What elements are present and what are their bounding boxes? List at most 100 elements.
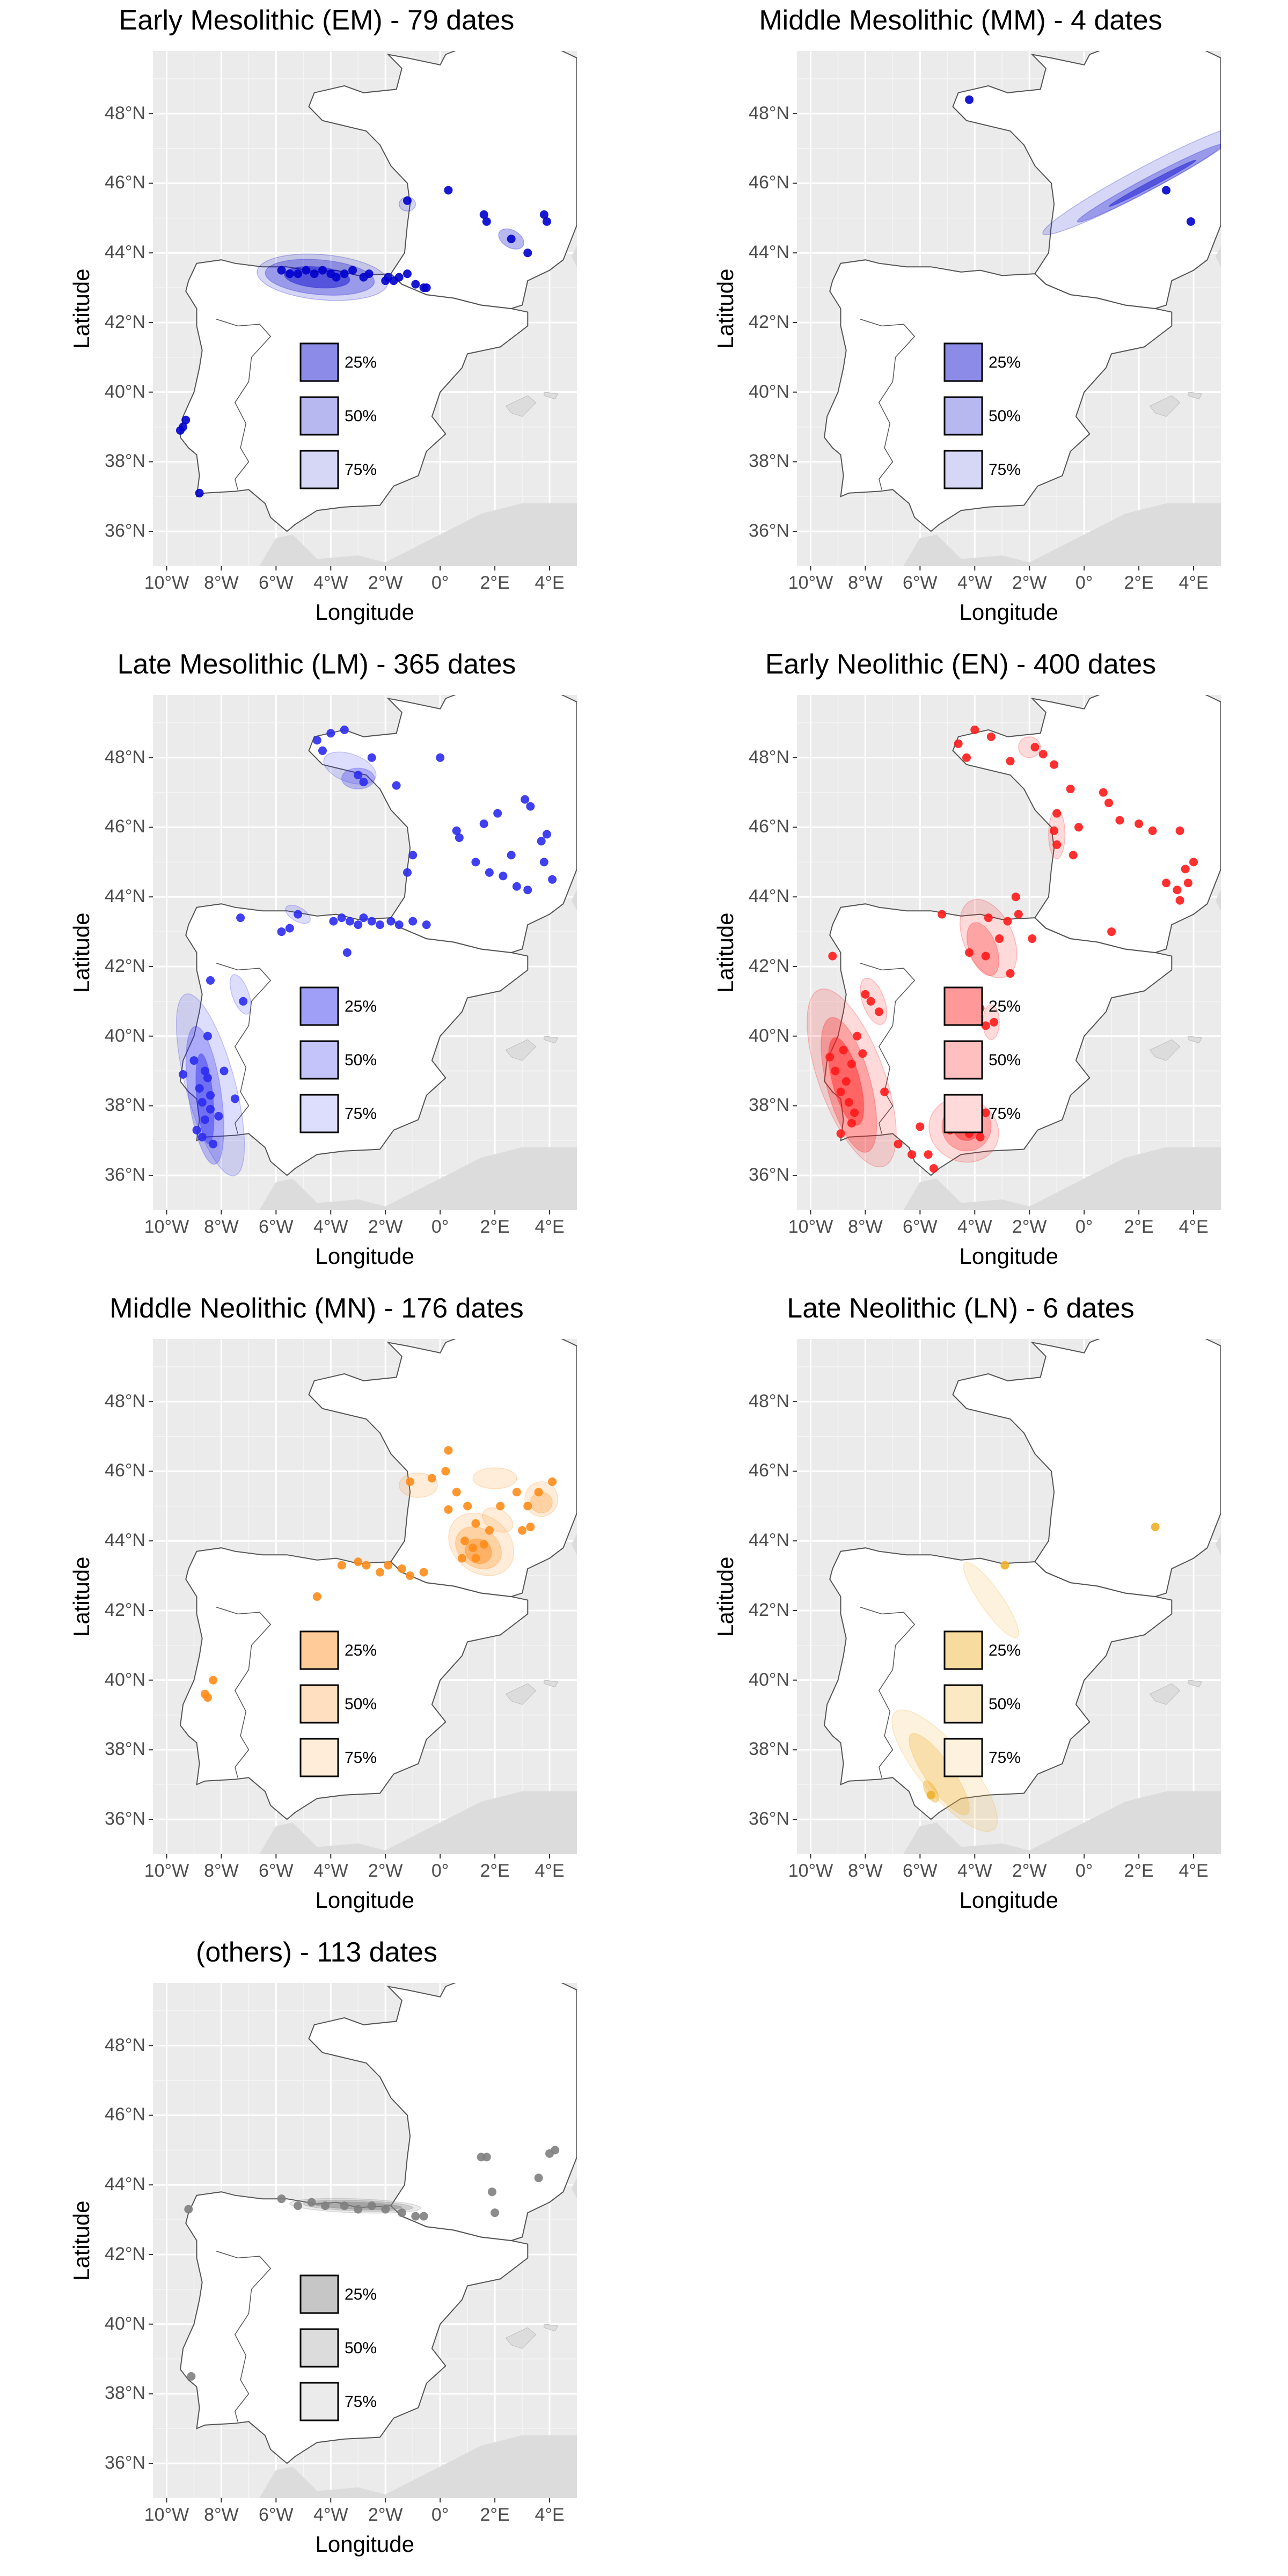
density-region-75pct [524, 1481, 559, 1517]
lon-tick-label: 0° [431, 2505, 449, 2525]
map-plot: 25% 50% 75% [793, 51, 1221, 570]
site-point [394, 920, 404, 930]
site-point [526, 802, 535, 811]
lat-tick-label: 36°N [105, 1809, 145, 1829]
site-point [1006, 969, 1015, 978]
lat-tick-label: 46°N [749, 1460, 789, 1481]
lat-tick-label: 44°N [749, 242, 789, 263]
lon-tick-label: 2°E [480, 1861, 510, 1881]
lat-tick-label: 40°N [105, 2313, 145, 2334]
site-point [206, 1104, 215, 1114]
legend-label: 75% [345, 1749, 377, 1767]
lat-tick-label: 44°N [105, 242, 145, 263]
site-point [831, 1066, 840, 1075]
map-panel: (others) - 113 dates 25% 50% 75% 36°N 38°N 40°… [0, 1932, 633, 2576]
legend-swatch [299, 2328, 339, 2368]
lat-tick-label: 46°N [749, 172, 789, 193]
africa-landmass [903, 1147, 1221, 1210]
africa-landmass [259, 1147, 577, 1210]
lat-tick-label: 36°N [105, 1165, 145, 1185]
lon-tick-label: 8°W [848, 573, 883, 593]
site-point [976, 1132, 985, 1141]
site-point [230, 1094, 239, 1103]
lon-tick-label: 2°E [1124, 573, 1154, 593]
legend-key-background [945, 1631, 982, 1669]
lon-tick-label: 6°W [903, 573, 938, 593]
legend: 25% 50% 75% [299, 2274, 377, 2421]
site-point [444, 1446, 453, 1455]
site-point [542, 830, 551, 839]
lon-tick-label: 8°W [204, 2505, 239, 2525]
site-point [312, 736, 321, 745]
density-region-50pct [1077, 144, 1221, 223]
portugal-border [215, 2250, 272, 2422]
site-point [526, 1523, 535, 1532]
site-point [471, 858, 480, 867]
site-point [479, 1540, 488, 1549]
site-point [345, 917, 354, 926]
site-point [1011, 892, 1020, 902]
site-point [1183, 879, 1192, 888]
site-point [342, 948, 352, 957]
portugal-border [215, 318, 272, 490]
site-point [294, 2201, 303, 2211]
site-point [340, 269, 349, 279]
site-point [200, 1115, 209, 1124]
legend-key-background [945, 1041, 982, 1079]
site-point [1030, 743, 1040, 752]
lon-tick-label: 10°W [788, 573, 833, 593]
lat-tick-label: 44°N [105, 1530, 145, 1551]
legend-swatch [943, 1094, 983, 1133]
legend-key-background [301, 2275, 338, 2313]
site-point [1135, 819, 1144, 828]
site-point [206, 1091, 215, 1100]
legend-key-background [301, 1041, 338, 1079]
site-point [858, 1049, 867, 1058]
site-point [354, 771, 363, 780]
site-point [847, 1118, 856, 1128]
balearic-island [505, 2327, 537, 2349]
site-point [836, 1087, 845, 1096]
lat-tick-label: 48°N [749, 747, 789, 767]
map-panel: Late Neolithic (LN) - 6 dates 25% 50% 75% 36… [644, 1288, 1277, 1932]
site-point [422, 283, 431, 292]
site-point [539, 210, 548, 219]
site-point [847, 1059, 856, 1069]
legend-label: 50% [345, 1051, 377, 1069]
lat-tick-label: 42°N [749, 1599, 789, 1620]
y-axis-title: Latitude [69, 268, 94, 349]
lon-tick-label: 2°E [480, 1217, 510, 1237]
site-point [359, 913, 368, 923]
balearic-island [544, 1036, 559, 1044]
legend-key-background [301, 343, 338, 381]
site-point [406, 1477, 415, 1486]
lon-tick-label: 2°E [480, 573, 510, 593]
lon-tick-label: 6°W [259, 1217, 294, 1237]
site-point [986, 732, 996, 741]
site-point [841, 1077, 851, 1086]
lon-tick-label: 4°E [535, 1217, 565, 1237]
africa-landmass [259, 503, 577, 566]
site-point [548, 875, 557, 884]
site-point [1028, 934, 1037, 943]
africa-landmass [903, 1791, 1221, 1854]
site-point [411, 2212, 420, 2221]
x-axis-title: Longitude [959, 1243, 1059, 1269]
lat-tick-label: 46°N [105, 2104, 145, 2125]
site-point [874, 1007, 883, 1016]
site-point [507, 851, 516, 860]
legend-key-background [945, 987, 982, 1025]
legend-key-background [945, 1739, 982, 1776]
lon-tick-label: 2°W [1012, 1217, 1047, 1237]
site-point [493, 809, 502, 818]
site-point [394, 273, 404, 282]
site-point [1038, 750, 1048, 759]
site-point [285, 924, 294, 933]
site-point [507, 235, 516, 244]
lon-tick-label: 0° [431, 1861, 449, 1881]
site-point [184, 2205, 193, 2214]
site-point [894, 1139, 903, 1148]
lon-tick-label: 8°W [204, 1217, 239, 1237]
site-point [175, 426, 185, 435]
legend-key-background [301, 987, 338, 1025]
